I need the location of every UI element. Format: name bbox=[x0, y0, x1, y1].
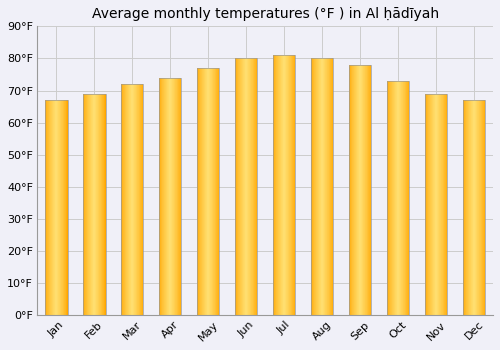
Bar bbox=[158, 78, 182, 315]
Bar bbox=[120, 84, 144, 315]
Bar bbox=[386, 81, 409, 315]
Bar bbox=[82, 94, 106, 315]
Bar bbox=[234, 58, 258, 315]
Bar bbox=[196, 68, 220, 315]
Bar bbox=[462, 100, 485, 315]
Bar bbox=[272, 55, 295, 315]
Bar bbox=[424, 94, 448, 315]
Bar bbox=[44, 100, 68, 315]
Bar bbox=[310, 58, 334, 315]
Title: Average monthly temperatures (°F ) in Al ḥādīyah: Average monthly temperatures (°F ) in Al… bbox=[92, 7, 438, 21]
Bar bbox=[348, 65, 372, 315]
